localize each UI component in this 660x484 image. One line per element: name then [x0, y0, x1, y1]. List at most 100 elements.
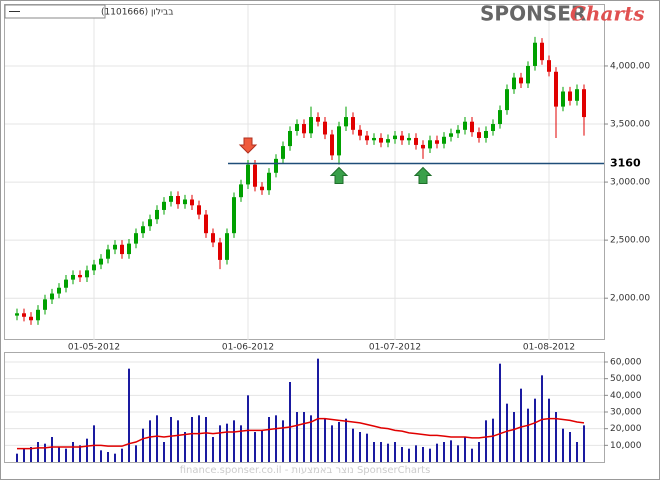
- candle-body: [421, 144, 425, 149]
- volume-bar: [331, 425, 333, 462]
- level-label: 3160: [610, 157, 641, 170]
- volume-bar: [100, 450, 102, 462]
- logo-suffix: Charts: [570, 2, 644, 26]
- candle-body: [309, 117, 313, 134]
- volume-bar: [268, 417, 270, 462]
- volume-bar: [527, 408, 529, 462]
- candle-body: [281, 146, 285, 159]
- candle-body: [330, 134, 334, 156]
- y-tick-label: 3,000.00: [610, 178, 650, 188]
- y-tick-label: 20,000: [610, 424, 642, 434]
- volume-bar: [79, 445, 81, 462]
- volume-bar: [135, 445, 137, 462]
- candle-body: [176, 196, 180, 205]
- volume-bar: [548, 398, 550, 462]
- candle-body: [246, 164, 250, 185]
- candle-body: [358, 129, 362, 136]
- volume-bar: [583, 425, 585, 462]
- candle-body: [113, 244, 117, 250]
- volume-bar: [429, 448, 431, 462]
- candle-body: [22, 313, 26, 317]
- watermark: finance.sponser.co.il - נוצר באמצעות Spo…: [180, 465, 431, 476]
- buy-arrow: [329, 166, 349, 185]
- volume-bar: [114, 453, 116, 462]
- candle-body: [239, 184, 243, 198]
- volume-bar: [450, 440, 452, 462]
- volume-bar: [408, 448, 410, 462]
- volume-bar: [478, 442, 480, 462]
- volume-bar: [156, 415, 158, 462]
- volume-bar: [394, 442, 396, 462]
- volume-bar: [275, 415, 277, 462]
- candle-body: [407, 137, 411, 141]
- candle-body: [568, 91, 572, 101]
- candle-body: [463, 121, 467, 130]
- x-tick-label: 01-07-2012: [369, 343, 421, 353]
- volume-bar: [506, 403, 508, 462]
- volume-bar: [16, 453, 18, 462]
- candle-body: [211, 233, 215, 243]
- average-line: [17, 417, 585, 450]
- volume-bar: [303, 412, 305, 462]
- candle-body: [547, 60, 551, 72]
- volume-bar: [317, 358, 319, 462]
- volume-bar: [254, 432, 256, 462]
- candle-body: [225, 233, 229, 260]
- candle-body: [316, 117, 320, 122]
- candle-body: [386, 139, 390, 143]
- volume-bar: [338, 422, 340, 462]
- candle-body: [106, 249, 110, 259]
- volume-bar: [72, 442, 74, 462]
- candle-body: [85, 270, 89, 278]
- y-tick-label: 30,000: [610, 408, 642, 418]
- volume-bar: [415, 445, 417, 462]
- candle-body: [190, 199, 194, 206]
- y-tick-label: 3,500.00: [610, 120, 650, 130]
- volume-bar: [149, 420, 151, 462]
- candle-body: [400, 135, 404, 141]
- candle-body: [232, 197, 236, 234]
- candle-body: [183, 199, 187, 205]
- volume-bar: [93, 425, 95, 462]
- candle-body: [540, 42, 544, 61]
- volume-bar: [499, 363, 501, 462]
- volume-bar: [401, 447, 403, 462]
- volume-bar: [282, 420, 284, 462]
- volume-bar: [310, 415, 312, 462]
- candle-body: [302, 124, 306, 134]
- volume-bar: [289, 382, 291, 462]
- candle-body: [435, 140, 439, 144]
- candle-body: [204, 214, 208, 234]
- candle-body: [512, 77, 516, 90]
- candle-body: [288, 130, 292, 147]
- volume-bar: [555, 412, 557, 462]
- candle-body: [533, 42, 537, 66]
- candle-body: [197, 205, 201, 215]
- volume-bar: [387, 443, 389, 462]
- candle-body: [344, 117, 348, 127]
- candle-body: [372, 137, 376, 141]
- y-tick-label: 50,000: [610, 374, 642, 384]
- y-tick-label: 2,500.00: [610, 236, 650, 246]
- volume-bar: [324, 418, 326, 462]
- candle-body: [274, 158, 278, 173]
- y-tick-label: 10,000: [610, 441, 642, 451]
- x-tick-label: 01-06-2012: [222, 343, 274, 353]
- candle-body: [365, 135, 369, 141]
- candle-body: [71, 274, 75, 280]
- y-tick-label: 4,000.00: [610, 61, 650, 71]
- volume-bar: [366, 433, 368, 462]
- candle-body: [554, 71, 558, 107]
- volume-bar: [65, 448, 67, 462]
- candle-body: [78, 274, 82, 278]
- volume-bar: [198, 415, 200, 462]
- candle-body: [260, 186, 264, 191]
- candle-body: [92, 264, 96, 271]
- candle-body: [470, 121, 474, 133]
- candle-body: [477, 132, 481, 138]
- volume-bar: [86, 438, 88, 462]
- volume-bar: [226, 423, 228, 462]
- y-tick-label: 60,000: [610, 358, 642, 368]
- volume-bar: [219, 425, 221, 462]
